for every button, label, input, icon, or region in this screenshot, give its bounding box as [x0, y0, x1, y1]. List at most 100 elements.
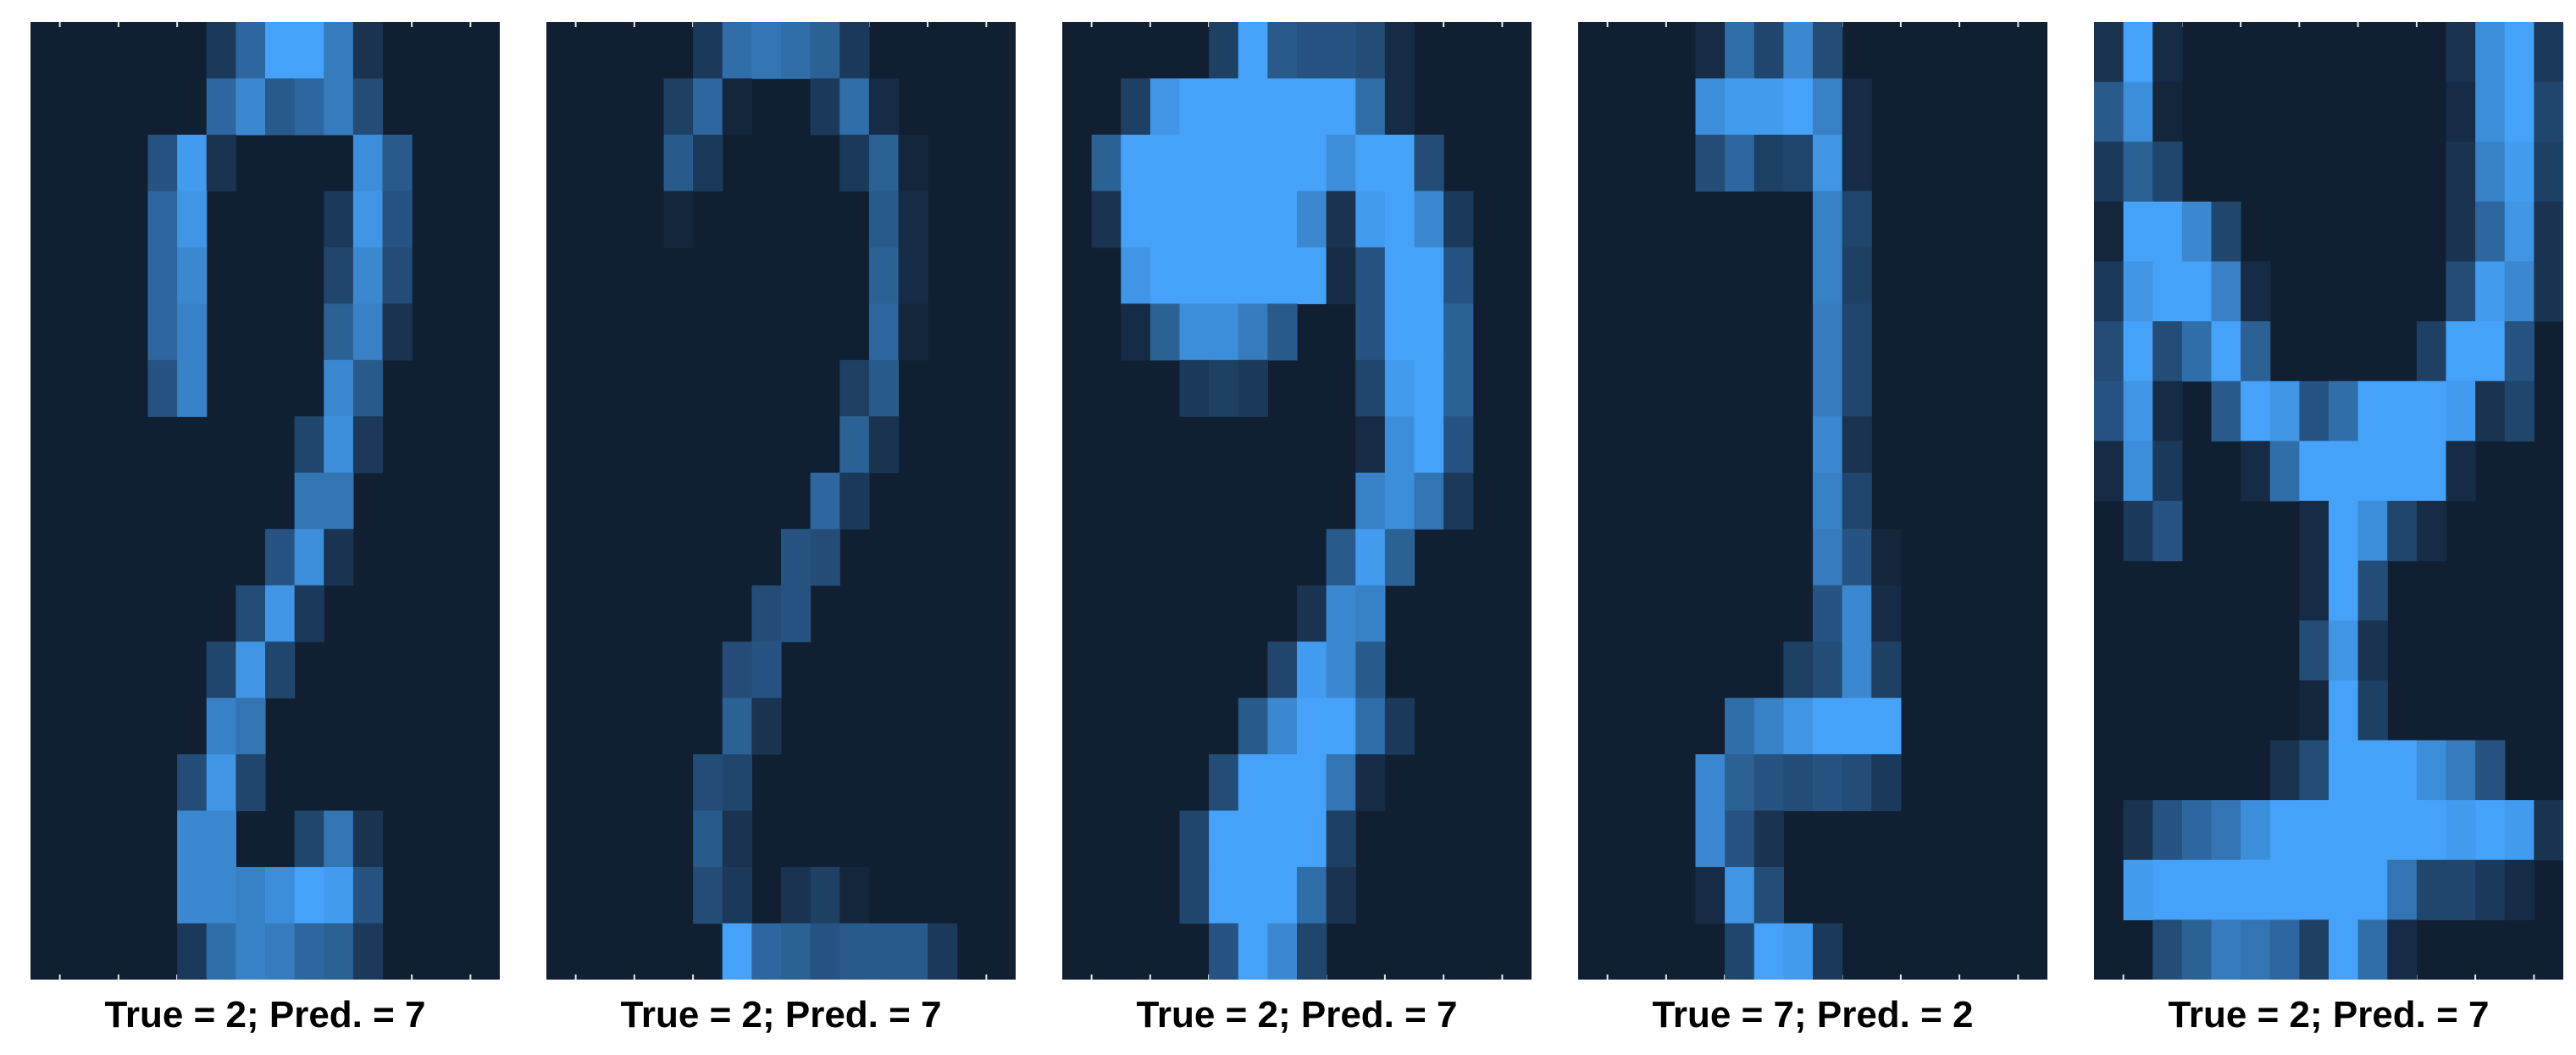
pixel-cell	[1267, 303, 1298, 361]
pixel-cell	[147, 134, 178, 192]
pixel-cell	[2357, 919, 2388, 980]
pixel-cell	[2357, 859, 2388, 920]
pixel-cell	[1813, 78, 1843, 136]
pixel-cell	[206, 22, 236, 80]
pixel-cell	[1150, 247, 1181, 304]
pixel-cell	[1238, 191, 1268, 248]
pixel-cell	[1209, 923, 1239, 980]
pixel-cell	[2123, 201, 2153, 263]
pixel-cell	[2241, 261, 2271, 322]
pixel-cell	[2357, 380, 2388, 441]
pixel-cell	[751, 697, 782, 755]
pixel-cell	[2504, 380, 2534, 441]
pixel-cell	[1238, 303, 1268, 361]
pixel-cell	[1179, 303, 1210, 361]
pixel-cell	[2299, 919, 2329, 980]
pixel-cell	[1384, 697, 1415, 755]
pixel-cell	[722, 78, 752, 136]
pixel-cell	[2152, 81, 2183, 142]
pixel-cell	[1179, 810, 1210, 868]
pixel-cell	[2357, 800, 2388, 861]
pixel-cell	[2446, 441, 2476, 502]
pixel-cell	[1725, 867, 1755, 925]
pixel-cell	[1179, 78, 1210, 136]
pixel-cell	[177, 303, 208, 361]
pixel-cell	[324, 78, 354, 136]
pixel-cell	[1443, 359, 1474, 417]
pixel-cell	[693, 754, 723, 812]
pixel-cell	[2241, 919, 2271, 980]
pixel-cell	[1150, 78, 1181, 136]
pixel-cell	[1209, 359, 1239, 417]
pixel-cell	[1267, 134, 1298, 192]
pixel-cell	[722, 754, 752, 812]
pixel-cell	[2211, 919, 2241, 980]
pixel-cell	[1209, 754, 1239, 812]
pixel-cell	[1443, 247, 1474, 304]
pixel-cell	[324, 472, 354, 530]
pixel-cell	[1842, 359, 1872, 417]
pixel-cell	[1150, 134, 1181, 192]
pixel-cell	[1871, 641, 1902, 699]
pixel-cell	[868, 191, 900, 248]
pixel-cell	[1842, 697, 1872, 755]
pixel-cell	[1783, 754, 1814, 812]
pixel-cell	[235, 923, 266, 980]
pixel-cell	[2329, 441, 2359, 502]
pixel-cell	[2475, 261, 2506, 322]
pixel-cell	[2475, 22, 2506, 83]
pixel-cell	[1355, 697, 1386, 755]
pixel-cell	[1297, 697, 1327, 755]
pixel-cell	[1297, 78, 1327, 136]
pixel-cell	[1725, 697, 1755, 755]
pixel-cell	[898, 247, 928, 304]
pixel-cell	[1695, 867, 1726, 925]
pixel-cell	[2475, 859, 2506, 920]
pixel-cell	[1209, 78, 1239, 136]
pixel-cell	[352, 923, 384, 980]
pixel-cell	[2446, 261, 2476, 322]
pixel-cell	[1267, 78, 1298, 136]
panel-background	[546, 22, 1016, 980]
digit-caption-3: True = 2; Pred. = 7	[1136, 994, 1458, 1036]
pixel-cell	[1209, 191, 1239, 248]
pixel-cell	[1238, 359, 1268, 417]
pixel-cell	[839, 923, 870, 980]
pixel-cell	[324, 416, 354, 474]
pixel-cell	[382, 247, 413, 304]
pixel-cell	[751, 641, 782, 699]
pixel-cell	[2299, 560, 2329, 621]
pixel-cell	[2446, 380, 2476, 441]
pixel-cell	[2241, 800, 2271, 861]
pixel-cell	[1725, 810, 1755, 868]
digit-heatmap-5	[2094, 22, 2563, 980]
pixel-cell	[2241, 321, 2271, 382]
digit-panel-3	[1062, 22, 1532, 980]
pixel-cell	[352, 867, 384, 925]
pixel-cell	[1326, 585, 1356, 642]
pixel-cell	[1179, 191, 1210, 248]
pixel-cell	[2299, 441, 2329, 502]
pixel-cell	[1725, 22, 1755, 80]
pixel-cell	[1209, 22, 1239, 80]
pixel-cell	[2534, 201, 2563, 263]
pixel-cell	[177, 867, 208, 925]
pixel-cell	[352, 416, 384, 474]
pixel-cell	[868, 416, 900, 474]
pixel-cell	[1297, 867, 1327, 925]
digit-panel-2	[546, 22, 1016, 980]
pixel-cell	[839, 134, 870, 192]
pixel-cell	[324, 303, 354, 361]
pixel-cell	[265, 867, 296, 925]
pixel-cell	[2387, 800, 2418, 861]
pixel-cell	[810, 22, 840, 80]
pixel-cell	[1813, 416, 1843, 474]
pixel-cell	[352, 810, 384, 868]
pixel-cell	[2299, 859, 2329, 920]
pixel-cell	[294, 529, 324, 586]
pixel-cell	[265, 529, 296, 586]
pixel-cell	[1209, 134, 1239, 192]
pixel-cell	[1267, 697, 1298, 755]
pixel-cell	[265, 923, 296, 980]
